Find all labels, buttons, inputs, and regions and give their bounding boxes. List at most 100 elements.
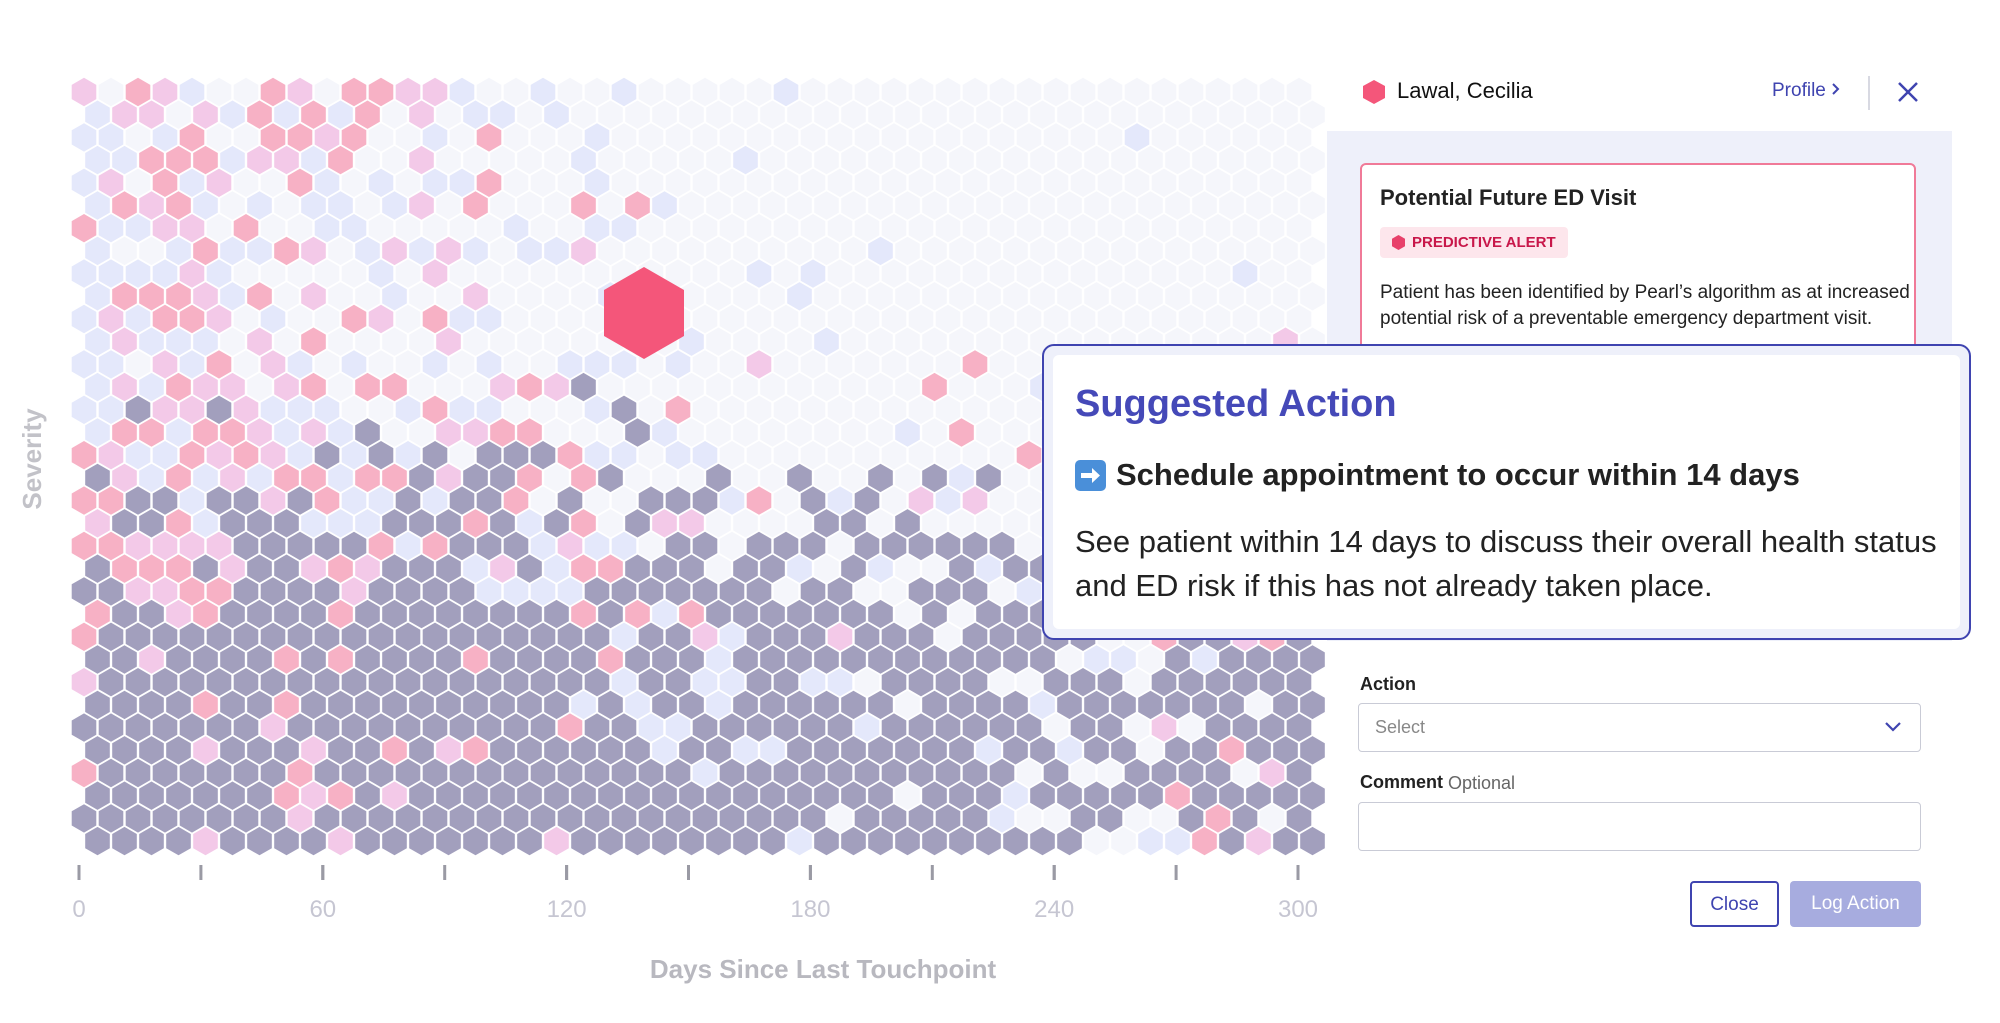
patient-hex (976, 509, 1001, 538)
patient-hex (962, 304, 988, 334)
patient-hex (881, 395, 907, 424)
patient-hex (193, 418, 218, 447)
patient-hex (854, 350, 880, 379)
patient-hex (112, 191, 137, 220)
patient-hex (193, 191, 218, 220)
patient-hex (503, 713, 529, 742)
patient-hex (652, 372, 677, 402)
patient-hex (341, 395, 367, 424)
patient-hex (1084, 826, 1109, 856)
patient-hex (85, 372, 110, 402)
patient-hex (517, 736, 542, 765)
patient-hex (517, 463, 542, 493)
patient-hex (935, 214, 961, 243)
patient-hex (328, 736, 353, 765)
action-select[interactable] (1358, 703, 1921, 752)
patient-hex (1259, 259, 1285, 288)
patient-hex (922, 463, 947, 493)
patient-hex (341, 123, 367, 152)
patient-hex (827, 441, 853, 470)
patient-hex (436, 327, 461, 356)
patient-hex (1111, 191, 1136, 220)
patient-hex (247, 145, 272, 175)
patient-hex (368, 486, 394, 515)
selected-patient-hex[interactable] (604, 267, 684, 359)
patient-hex (449, 758, 475, 788)
patient-hex (814, 372, 839, 402)
patient-hex (274, 736, 299, 765)
patient-hex (557, 758, 583, 788)
patient-hex (733, 690, 758, 720)
profile-text[interactable]: Profile (1772, 80, 1826, 101)
patient-hex (422, 758, 448, 788)
patient-hex (760, 690, 785, 720)
patient-hex (341, 350, 367, 379)
patient-hex (125, 622, 151, 651)
patient-hex (1300, 282, 1325, 311)
patient-hex (598, 736, 623, 765)
patient-hex (1246, 736, 1271, 765)
patient-hex (611, 77, 637, 107)
patient-hex (1003, 736, 1028, 765)
patient-hex (1003, 554, 1028, 583)
patient-hex (989, 350, 1015, 379)
patient-hex (179, 577, 205, 606)
patient-hex (287, 668, 313, 697)
patient-hex (1138, 191, 1163, 220)
patient-hex (746, 304, 772, 334)
patient-hex (746, 531, 772, 561)
patient-hex (395, 168, 421, 197)
patient-hex (179, 668, 205, 697)
close-button[interactable]: Close (1690, 881, 1779, 927)
patient-hex (746, 441, 772, 470)
patient-hex (692, 214, 718, 243)
comment-input[interactable] (1358, 802, 1921, 851)
patient-hex (908, 668, 934, 697)
patient-hex (787, 509, 812, 538)
patient-hex (152, 486, 178, 515)
patient-hex (260, 395, 286, 424)
patient-hex (746, 123, 772, 152)
profile-link[interactable]: Profile (1772, 80, 1841, 102)
patient-hex (557, 123, 583, 152)
patient-hex (1016, 758, 1042, 788)
patient-hex (854, 123, 880, 152)
patient-hex (301, 599, 326, 629)
patient-hex (868, 554, 893, 583)
patient-hex (1043, 804, 1069, 833)
patient-hex (638, 758, 664, 788)
patient-hex (85, 509, 110, 538)
patient-hex (139, 100, 164, 129)
patient-hex (1070, 758, 1096, 788)
patient-hex (530, 758, 556, 788)
patient-hex (1232, 668, 1258, 697)
patient-hex (233, 577, 259, 606)
patient-hex (503, 668, 529, 697)
patient-hex (328, 690, 353, 720)
log-action-button[interactable]: Log Action (1790, 881, 1921, 927)
patient-hex (611, 486, 637, 515)
patient-hex (193, 327, 218, 356)
patient-hex (503, 259, 529, 288)
patient-hex (1246, 282, 1271, 311)
patient-hex (1003, 690, 1028, 720)
patient-hex (1003, 372, 1028, 402)
close-icon[interactable] (1896, 80, 1920, 104)
patient-hex (1003, 463, 1028, 493)
action-label: Action (1360, 674, 1416, 694)
patient-hex (166, 418, 191, 447)
patient-hex (476, 758, 502, 788)
patient-hex (1165, 645, 1190, 674)
patient-hex (503, 304, 529, 334)
patient-hex (206, 123, 232, 152)
patient-hex (881, 713, 907, 742)
patient-hex (1030, 645, 1055, 674)
patient-hex (544, 282, 569, 311)
patient-hex (638, 531, 664, 561)
patient-hex (611, 350, 637, 379)
patient-hex (571, 418, 596, 447)
patient-hex (166, 690, 191, 720)
patient-hex (935, 486, 961, 515)
patient-hex (1138, 781, 1163, 810)
patient-hex (841, 372, 866, 402)
